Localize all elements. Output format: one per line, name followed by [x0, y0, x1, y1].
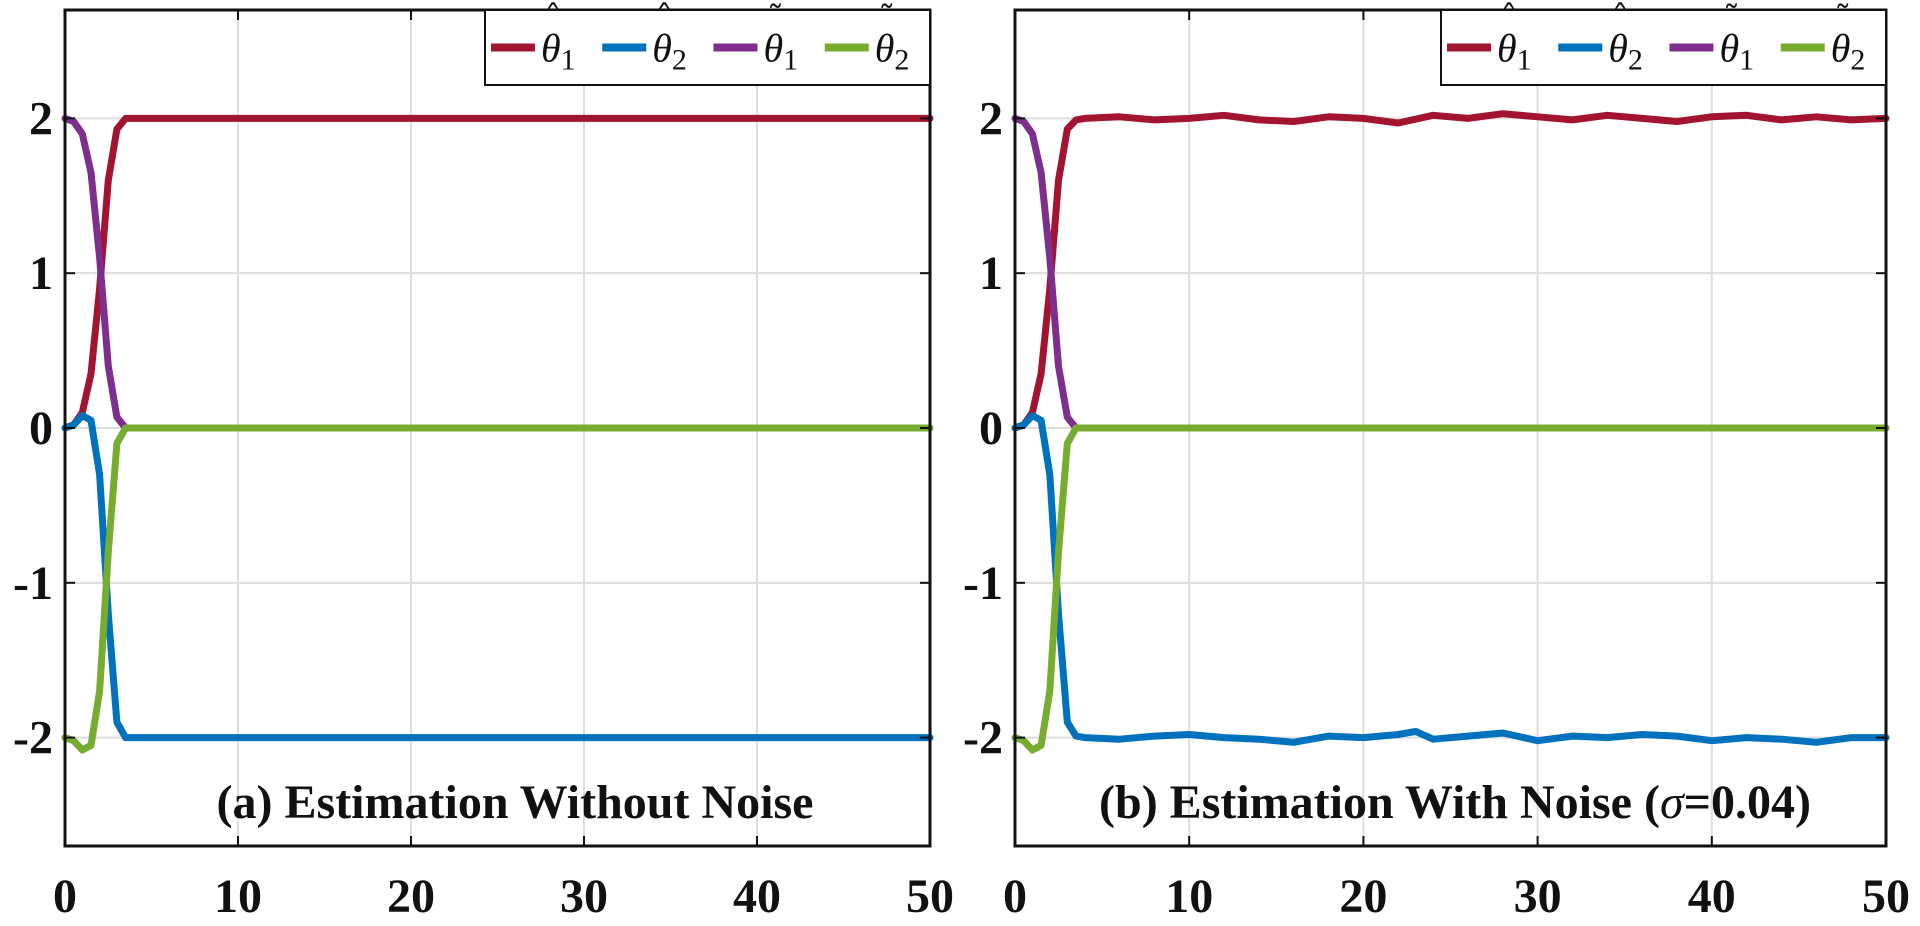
panel-a-legend-tilde-accent-1: ˜ — [767, 0, 784, 39]
panel-b-legend-hat-accent-2: ˆ — [1612, 0, 1629, 39]
panel-b-xtick-label-10: 10 — [1165, 870, 1213, 923]
panel-b: 0 10 20 30 40 50 -2 -1 0 1 2 (b) Estimation With N… — [963, 0, 1910, 923]
panel-b-xtick-label-20: 20 — [1339, 870, 1387, 923]
panel-b-title-prefix: (b) Estimation With Noise ( — [1099, 776, 1660, 829]
panel-b-title-symbol: σ — [1660, 776, 1686, 829]
legend-symbol-subscript: 2 — [1850, 44, 1865, 77]
panel-b-ytick-label-1: 1 — [979, 247, 1003, 300]
panel-a-legend-hat-accent-1: ˆ — [545, 0, 562, 39]
panel-a-xtick-label-0: 0 — [53, 870, 77, 923]
legend-symbol-base: θ — [541, 26, 561, 71]
panel-a-xtick-label-20: 20 — [387, 870, 435, 923]
panel-a-ytick-label-0: 0 — [29, 402, 53, 455]
legend-symbol-base: θ — [1497, 26, 1517, 71]
panel-a-xtick-label-50: 50 — [906, 870, 954, 923]
legend-symbol-subscript: 1 — [561, 44, 576, 77]
panel-b-xtick-label-50: 50 — [1862, 870, 1910, 923]
panel-b-title-suffix: =0.04) — [1684, 776, 1811, 829]
panel-a-series — [61, 114, 934, 754]
panel-b-legend-label-tilde-1: θ1 — [1720, 26, 1755, 77]
panel-a-series-hat-2 — [61, 412, 934, 742]
panel-a-legend-label-hat-1: θ1 — [541, 26, 576, 77]
legend-symbol-base: θ — [1831, 26, 1851, 71]
panel-b-series-tilde-2 — [1011, 424, 1890, 754]
legend-symbol-subscript: 1 — [1517, 44, 1532, 77]
panel-a-ytick-label-1: 1 — [29, 247, 53, 300]
panel-b-legend-tilde-accent-1: ˜ — [1723, 0, 1740, 39]
panel-a-legend-tilde-accent-2: ˜ — [878, 0, 895, 39]
panel-a-ytick-label--2: -2 — [13, 712, 53, 765]
panel-b-legend-label-hat-2: θ2 — [1608, 26, 1643, 77]
panel-b-ytick-label-0: 0 — [979, 402, 1003, 455]
panel-b-xtick-label-40: 40 — [1688, 870, 1736, 923]
legend-symbol-base: θ — [652, 26, 672, 71]
legend-symbol-base: θ — [1720, 26, 1740, 71]
panel-b-ytick-label-2: 2 — [979, 92, 1003, 145]
panel-b-ytick-label--2: -2 — [963, 712, 1003, 765]
panel-a-series-hat-1 — [61, 114, 934, 432]
panel-a-ticks: 0 10 20 30 40 50 -2 -1 0 1 2 — [13, 10, 954, 923]
panel-a-ytick-label-2: 2 — [29, 92, 53, 145]
legend-symbol-base: θ — [764, 26, 784, 71]
panel-b-xtick-label-0: 0 — [1003, 870, 1027, 923]
legend-symbol-subscript: 2 — [1628, 44, 1643, 77]
legend-symbol-subscript: 2 — [672, 44, 687, 77]
panel-b-ytick-label--1: -1 — [963, 557, 1003, 610]
panel-b-series — [1011, 110, 1890, 754]
panel-a-xtick-label-10: 10 — [214, 870, 262, 923]
panel-a-legend-label-tilde-1: θ1 — [764, 26, 799, 77]
panel-a-xtick-label-40: 40 — [733, 870, 781, 923]
panel-b-legend-hat-accent-1: ˆ — [1501, 0, 1518, 39]
panel-b-series-hat-1 — [1011, 110, 1890, 432]
panel-a: 0 10 20 30 40 50 -2 -1 0 1 2 (a) Estimation Withou… — [13, 0, 954, 923]
panel-b-ticks: 0 10 20 30 40 50 -2 -1 0 1 2 — [963, 10, 1910, 923]
panel-b-legend-label-hat-1: θ1 — [1497, 26, 1532, 77]
legend-symbol-base: θ — [1608, 26, 1628, 71]
panel-b-legend-tilde-accent-2: ˜ — [1834, 0, 1851, 39]
legend-symbol-base: θ — [875, 26, 895, 71]
panel-a-title: (a) Estimation Without Noise — [217, 776, 814, 829]
panel-a-xtick-label-30: 30 — [560, 870, 608, 923]
panel-a-series-tilde-2 — [61, 424, 934, 754]
panel-b-legend-label-tilde-2: θ2 — [1831, 26, 1866, 77]
panel-a-legend-label-hat-2: θ2 — [652, 26, 687, 77]
panel-b-series-hat-2 — [1011, 412, 1890, 746]
legend-symbol-subscript: 1 — [783, 44, 798, 77]
panel-a-ytick-label--1: -1 — [13, 557, 53, 610]
panel-b-xtick-label-30: 30 — [1514, 870, 1562, 923]
panel-a-legend-label-tilde-2: θ2 — [875, 26, 910, 77]
panel-a-legend-hat-accent-2: ˆ — [656, 0, 673, 39]
legend-symbol-subscript: 1 — [1739, 44, 1754, 77]
legend-symbol-subscript: 2 — [894, 44, 909, 77]
panel-b-title: (b) Estimation With Noise (σ=0.04) — [1099, 776, 1811, 829]
